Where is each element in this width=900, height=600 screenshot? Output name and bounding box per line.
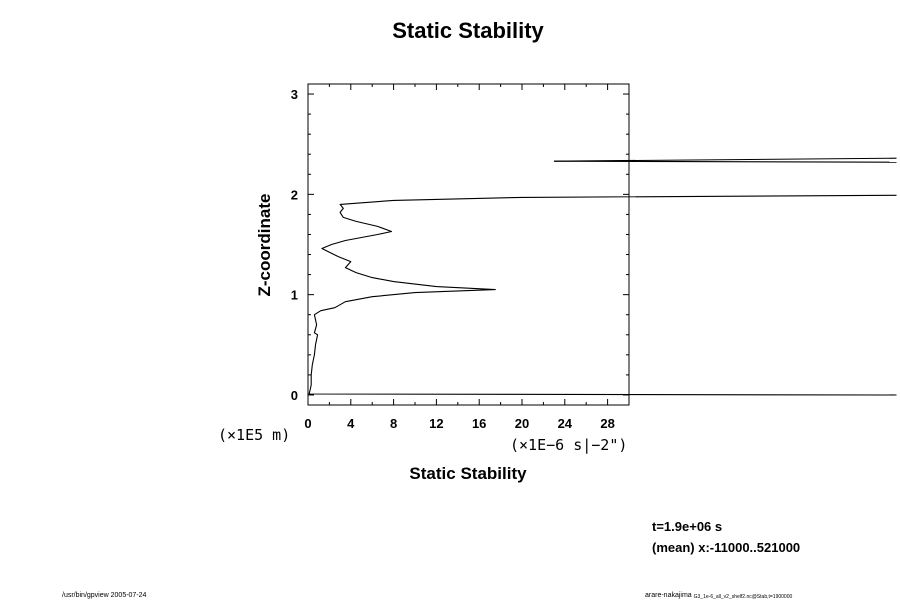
x-tick-label: 16 xyxy=(472,416,486,431)
y-axis-ticks xyxy=(308,93,629,396)
chart-title: Static Stability xyxy=(392,18,544,43)
series-lines xyxy=(308,157,897,396)
plot-frame xyxy=(307,83,630,406)
y-tick-label: 1 xyxy=(291,288,298,303)
footer-right-main: arare-nakajima xyxy=(645,592,692,599)
series-line-3 xyxy=(554,160,897,163)
time-label: t=1.9e+06 s xyxy=(652,519,722,534)
x-tick-label: 28 xyxy=(600,416,614,431)
x-tick-label: 24 xyxy=(558,416,573,431)
x-tick-label: 8 xyxy=(390,416,397,431)
x-tick-label: 0 xyxy=(304,416,311,431)
y-tick-label: 0 xyxy=(291,388,298,403)
footer-left: /usr/bin/gpview 2005-07-24 xyxy=(62,592,147,599)
x-tick-label: 12 xyxy=(429,416,443,431)
y-axis-label: Z-coordinate xyxy=(255,194,274,297)
y-axis-tick-labels: 0 1 2 3 xyxy=(291,87,298,403)
x-tick-label: 4 xyxy=(347,416,355,431)
x-axis-tick-labels: 0 4 8 12 16 20 24 28 xyxy=(304,416,614,431)
footer-right-sub: G3_1e-6_all_v2_shelf2.nc@Stab,t=1900000 xyxy=(694,594,793,600)
series-line-1 xyxy=(308,194,897,396)
x-axis-ticks xyxy=(307,84,630,405)
x-axis-unit: (×1E−6 s|−2") xyxy=(510,436,627,454)
y-tick-label: 2 xyxy=(291,187,298,202)
footer-right: arare-nakajima G3_1e-6_all_v2_shelf2.nc@… xyxy=(645,592,792,600)
x-axis-label: Static Stability xyxy=(409,464,527,483)
y-axis-unit: (×1E5 m) xyxy=(218,426,290,444)
y-tick-label: 3 xyxy=(291,87,298,102)
series-line-2 xyxy=(554,157,897,162)
mean-label: (mean) x:-11000..521000 xyxy=(652,540,800,555)
x-tick-label: 20 xyxy=(515,416,529,431)
